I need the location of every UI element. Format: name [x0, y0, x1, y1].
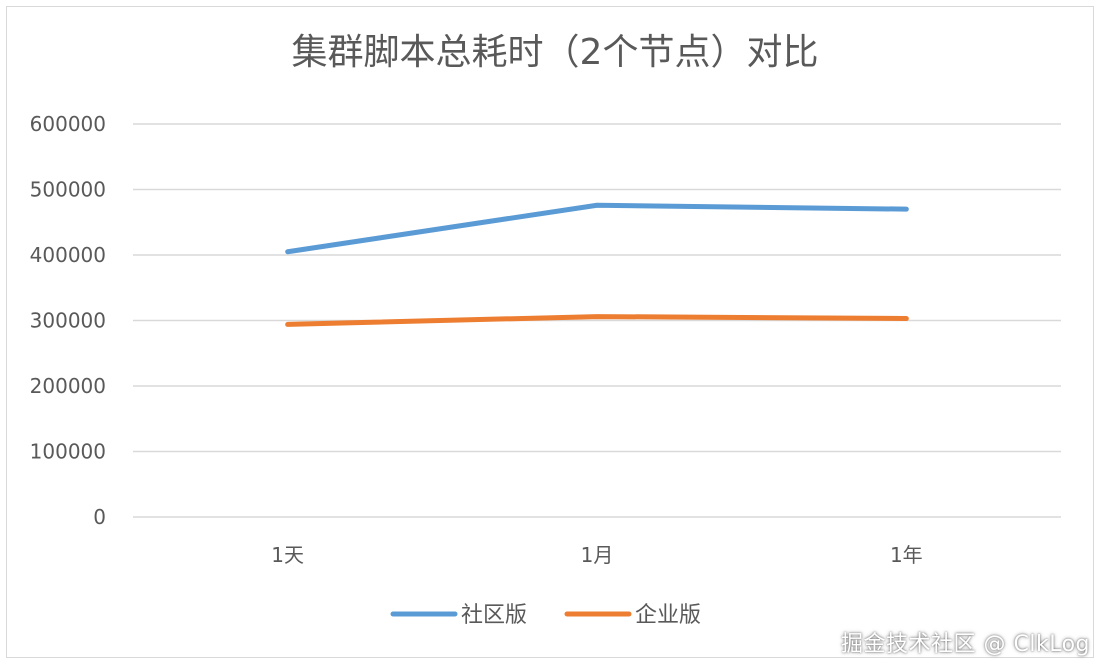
legend-label-1: 社区版 — [461, 603, 527, 628]
legend-label-2: 企业版 — [635, 603, 701, 628]
y-tick-label: 400000 — [30, 243, 106, 267]
series-lines — [285, 202, 909, 327]
y-tick-label: 600000 — [30, 112, 106, 136]
y-tick-label: 500000 — [30, 178, 106, 202]
y-tick-label: 200000 — [30, 374, 106, 398]
series-line-2 — [285, 314, 909, 327]
chart-frame — [6, 6, 1094, 658]
gridlines — [133, 123, 1061, 518]
watermark: 掘金技术社区 @ ClkLog — [841, 632, 1090, 657]
x-tick-label: 1年 — [890, 543, 923, 567]
y-axis-ticks: 0 100000 200000 300000 400000 500000 600000 — [30, 112, 106, 529]
x-axis-ticks: 1天 1月 1年 — [271, 543, 922, 567]
x-tick-label: 1月 — [581, 543, 614, 567]
legend: 社区版 企业版 — [390, 603, 701, 628]
y-tick-label: 300000 — [30, 309, 106, 333]
x-tick-label: 1天 — [271, 543, 304, 567]
y-tick-label: 0 — [93, 505, 106, 529]
series-line-1 — [285, 202, 909, 255]
y-tick-label: 100000 — [30, 440, 106, 464]
chart-title: 集群脚本总耗时（2个节点）对比 — [292, 32, 819, 73]
